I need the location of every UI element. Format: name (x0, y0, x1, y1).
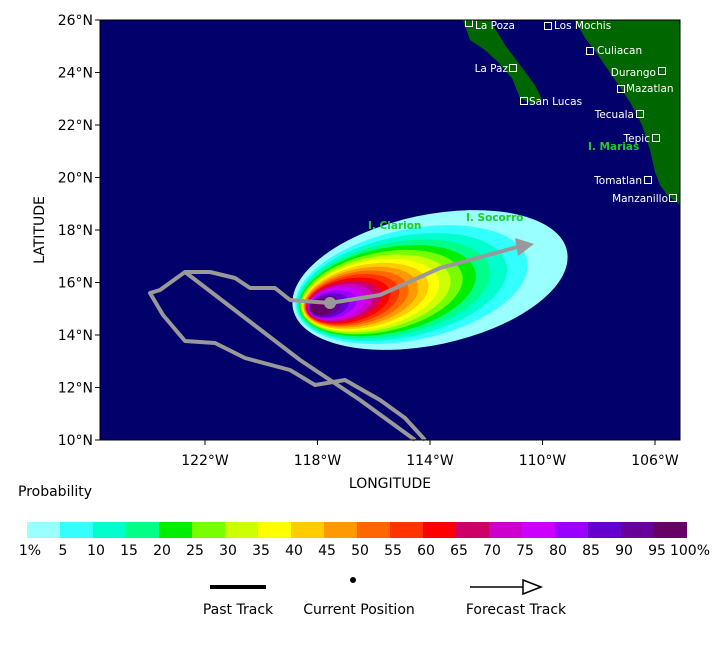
colorbar-title: Probability (18, 484, 92, 500)
city-label: Manzanillo (612, 193, 668, 205)
legend-label: Past Track (203, 602, 274, 618)
colorbar-swatch (93, 522, 126, 538)
lon-tick-label: 106°W (631, 453, 679, 469)
lon-tick-label: 114°W (406, 453, 454, 469)
city-marker (669, 194, 677, 202)
colorbar-label: 65 (450, 543, 468, 559)
lon-tick-label: 110°W (519, 453, 567, 469)
colorbar-swatch (390, 522, 423, 538)
colorbar-swatch (423, 522, 456, 538)
legend-label: Forecast Track (466, 602, 567, 618)
colorbar-label: 40 (285, 543, 303, 559)
colorbar-label: 95 (648, 543, 666, 559)
colorbar-swatch (555, 522, 588, 538)
colorbar-label: 45 (318, 543, 336, 559)
city-label: Culiacan (597, 45, 642, 57)
city-label: Mazatlan (626, 83, 674, 95)
lat-tick-label: 24°N (58, 66, 93, 82)
city-marker (636, 110, 644, 118)
colorbar-label: 5 (59, 543, 68, 559)
colorbar-swatch (60, 522, 93, 538)
city-label: San Lucas (529, 96, 582, 108)
island-label: I. Marias (588, 141, 639, 153)
cities: La Poza Los Mochis Culiacan Durango Mazatlan… (465, 19, 677, 205)
colorbar-label: 85 (582, 543, 600, 559)
city-marker (617, 85, 625, 93)
city-label: La Poza (475, 20, 515, 32)
lat-tick-label: 18°N (58, 223, 93, 239)
colorbar-label: 100% (670, 543, 710, 559)
colorbar-swatch (489, 522, 522, 538)
city-label: Tepic (623, 133, 651, 145)
legend-forecast-arrow (522, 578, 544, 596)
colorbar-swatch (357, 522, 390, 538)
colorbar-label: 70 (483, 543, 501, 559)
colorbar-label: 35 (252, 543, 270, 559)
colorbar-swatch (27, 522, 60, 538)
colorbar-label: 25 (186, 543, 204, 559)
city-label: Tomatlan (593, 175, 642, 187)
city-marker (509, 64, 517, 72)
colorbar-swatch (126, 522, 159, 538)
current-position (324, 297, 336, 309)
probability-field (292, 210, 568, 350)
island-label: I. Socorro (466, 212, 523, 224)
legend-label: Current Position (303, 602, 415, 618)
lat-tick-label: 16°N (58, 276, 93, 292)
colorbar-label: 20 (153, 543, 171, 559)
colorbar-label: 10 (87, 543, 105, 559)
city-label: Tecuala (594, 109, 634, 121)
mainland (575, 20, 680, 205)
lat-tick-label: 26°N (58, 13, 93, 29)
colorbar-swatch (522, 522, 555, 538)
city-marker (652, 134, 660, 142)
lon-tick-label: 118°W (294, 453, 342, 469)
city-label: La Paz (475, 63, 509, 75)
forecast-arrow (515, 238, 534, 256)
city-marker (520, 97, 528, 105)
lat-tick-label: 20°N (58, 171, 93, 187)
colorbar-swatch (588, 522, 621, 538)
colorbar-swatch (291, 522, 324, 538)
lat-tick-label: 22°N (58, 118, 93, 134)
island-label: I. Clarion (368, 220, 421, 232)
colorbar-swatch (621, 522, 654, 538)
city-marker (544, 22, 552, 30)
legend-current-symbol (350, 577, 356, 583)
colorbar-label: 55 (384, 543, 402, 559)
past-track (148, 270, 427, 442)
colorbar-swatch (456, 522, 489, 538)
lat-tick-label: 10°N (58, 433, 93, 449)
forecast-track (329, 243, 526, 305)
city-marker (644, 176, 652, 184)
x-axis-label: LONGITUDE (349, 476, 431, 492)
colorbar-swatch (192, 522, 225, 538)
colorbar-label: 30 (219, 543, 237, 559)
lon-tick-label: 122°W (181, 453, 229, 469)
colorbar-swatch (225, 522, 258, 538)
city-label: Durango (611, 67, 656, 79)
colorbar-label: 15 (120, 543, 138, 559)
colorbar-swatch (258, 522, 291, 538)
colorbar-label: 90 (615, 543, 633, 559)
city-label: Los Mochis (554, 20, 611, 32)
colorbar-swatch (324, 522, 357, 538)
lat-tick-label: 14°N (58, 328, 93, 344)
city-marker (586, 47, 594, 55)
lat-tick-label: 12°N (58, 381, 93, 397)
colorbar-label: 75 (516, 543, 534, 559)
city-marker (658, 67, 666, 75)
colorbar-label: 1% (19, 543, 41, 559)
colorbar-label: 60 (417, 543, 435, 559)
colorbar-label: 80 (549, 543, 567, 559)
baja (463, 20, 542, 104)
y-axis-label: LATITUDE (32, 196, 48, 264)
colorbar-swatch (159, 522, 192, 538)
colorbar-swatch (654, 522, 687, 538)
colorbar-label: 50 (351, 543, 369, 559)
